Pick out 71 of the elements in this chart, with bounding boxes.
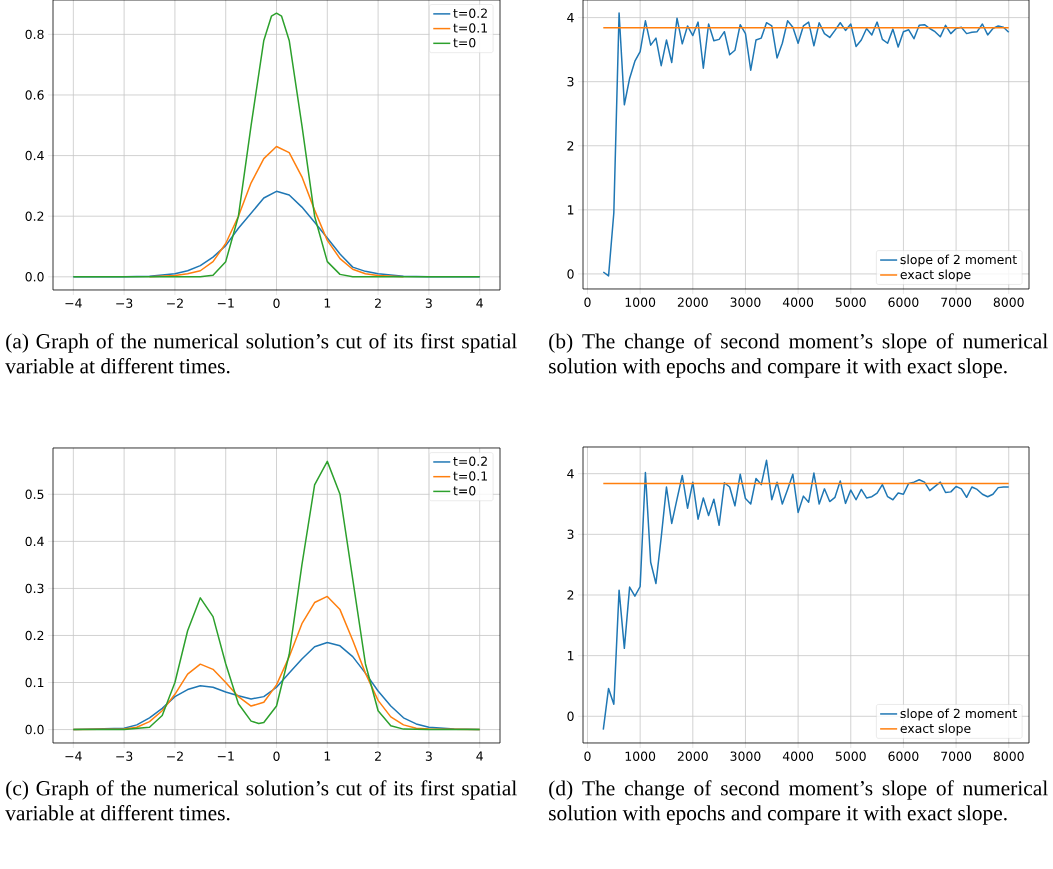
x-tick-label: 0 (273, 298, 280, 308)
y-tick-label: 0.3 (25, 583, 44, 594)
y-tick-label: 4 (567, 469, 574, 479)
y-tick-label: 0.0 (25, 724, 44, 735)
x-tick-label: 0 (584, 751, 591, 761)
x-tick-label: 8000 (993, 751, 1024, 761)
x-tick-label: 7000 (941, 297, 972, 307)
y-tick-label: 0.0 (25, 272, 44, 282)
x-tick-label: 4000 (782, 297, 814, 307)
y-tick-label: 1 (567, 651, 574, 661)
y-tick-label: 0.1 (25, 677, 44, 688)
x-tick-label: 6000 (888, 751, 919, 761)
x-tick-label: 2000 (677, 297, 708, 307)
y-tick-label: 0.5 (25, 489, 44, 500)
x-tick-label: 1000 (625, 751, 656, 761)
x-tick-label: 2 (375, 751, 381, 761)
x-tick-label: −2 (167, 298, 183, 308)
x-tick-label: −1 (217, 751, 234, 761)
x-tick-label: 0 (584, 297, 591, 307)
x-tick-label: −1 (217, 298, 234, 308)
x-tick-label: 2000 (677, 751, 708, 761)
legend-label: exact slope (900, 723, 971, 736)
y-tick-label: 0.2 (25, 211, 44, 221)
legend-label: t=0.1 (453, 471, 487, 481)
text: (b) The change of second moment’s slope of numerical solution with epochs and compare it with exact slope. (549, 333, 1048, 378)
x-tick-label: −2 (167, 751, 183, 761)
text: (d) The change of second moment’s slope of numerical solution with epochs and compare it with exact slope. (549, 780, 1048, 825)
text: (a) Graph of the numerical solution’s cut of its first spatial variable at different times. (5, 333, 517, 374)
legend-label: t=0.2 (453, 456, 487, 467)
y-tick-label: 2 (567, 141, 574, 151)
text: (c) Graph of the numerical solution’s cut of its first spatial variable at different times. (5, 780, 517, 821)
x-tick-label: −3 (116, 298, 133, 308)
x-tick-label: 4 (476, 298, 483, 308)
y-tick-label: 1 (567, 205, 574, 215)
x-tick-label: 6000 (888, 297, 919, 307)
y-tick-label: 3 (567, 529, 574, 540)
legend-label: slope of 2 moment (900, 254, 1017, 267)
y-tick-label: 0.8 (25, 29, 44, 40)
x-tick-label: 5000 (835, 751, 866, 761)
x-tick-label: 4 (476, 751, 483, 761)
y-tick-label: 0 (567, 711, 574, 721)
y-tick-label: 0.4 (25, 150, 44, 161)
legend-label: t=0 (453, 486, 476, 496)
x-tick-label: 1 (324, 751, 331, 761)
x-tick-label: 3 (425, 751, 432, 761)
x-tick-label: 2 (375, 298, 381, 308)
x-tick-label: 0 (273, 751, 280, 761)
y-tick-label: 0.4 (25, 536, 44, 547)
x-tick-label: 5000 (835, 297, 866, 307)
legend-label: t=0.1 (453, 23, 487, 33)
y-tick-label: 2 (567, 590, 574, 600)
legend-label: t=0.2 (453, 8, 487, 18)
x-tick-label: 3 (425, 298, 432, 308)
x-tick-label: 8000 (993, 297, 1024, 307)
legend-label: exact slope (900, 269, 971, 282)
x-tick-label: 4000 (782, 751, 814, 761)
x-tick-label: −3 (116, 751, 133, 761)
y-tick-label: 0 (567, 269, 574, 279)
x-tick-label: 1000 (625, 297, 656, 307)
x-tick-label: −4 (65, 751, 82, 761)
y-tick-label: 0.2 (25, 630, 44, 641)
y-tick-label: 0.6 (25, 90, 44, 100)
x-tick-label: 1 (324, 298, 331, 308)
x-tick-label: 7000 (941, 751, 972, 761)
x-tick-label: 3000 (730, 297, 761, 307)
x-tick-label: −4 (65, 298, 82, 308)
x-tick-label: 3000 (730, 751, 761, 761)
y-tick-label: 3 (567, 76, 574, 87)
legend-label: slope of 2 moment (900, 708, 1017, 721)
y-tick-label: 4 (567, 13, 574, 23)
legend-label: t=0 (453, 37, 476, 48)
